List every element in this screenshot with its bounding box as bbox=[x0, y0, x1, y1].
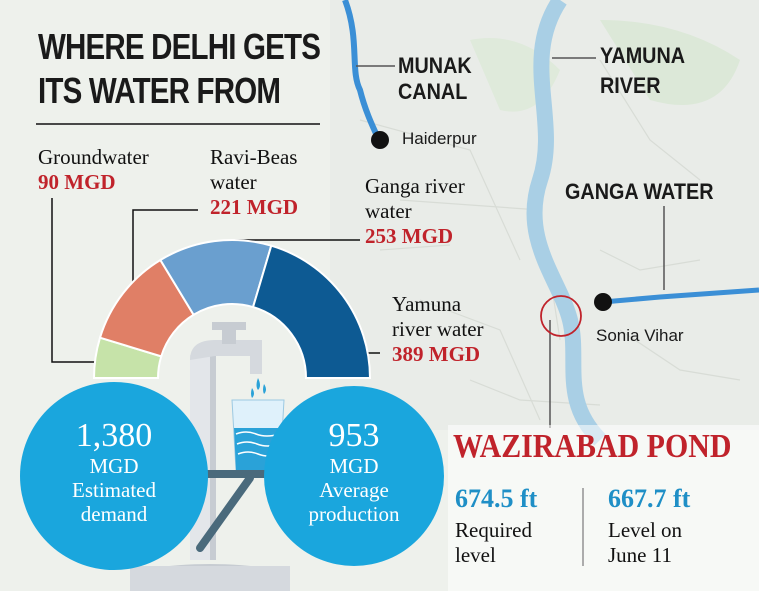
gauge-segment-yamuna bbox=[251, 244, 372, 379]
yamuna-label-2: river water bbox=[392, 317, 484, 341]
yamuna-label: Yamuna bbox=[392, 292, 462, 316]
required-level-label: Required bbox=[455, 518, 532, 542]
tap-shelf bbox=[182, 470, 332, 552]
production-line1: Average bbox=[319, 478, 389, 502]
demand-text: 1,380 MGD Estimated demand bbox=[20, 417, 208, 527]
production-number: 953 bbox=[328, 417, 380, 454]
ganga-value: 253 MGD bbox=[365, 224, 454, 248]
ganga-water-label: GANGA WATER bbox=[565, 179, 714, 204]
production-circle bbox=[264, 386, 444, 566]
leader-lines bbox=[356, 57, 665, 428]
ganga-water-channel bbox=[602, 287, 759, 305]
wazirabad-marker bbox=[540, 295, 582, 337]
haiderpur-label: Haiderpur bbox=[402, 129, 477, 148]
yamuna-river bbox=[526, 0, 606, 446]
munak-canal-label-2: CANAL bbox=[398, 79, 468, 104]
current-level-value: 667.7 ft bbox=[608, 484, 691, 513]
sonia-vihar-label: Sonia Vihar bbox=[596, 326, 684, 345]
production-line2: production bbox=[308, 502, 400, 526]
current-level-label: Level on bbox=[608, 518, 683, 542]
production-text: 953 MGD Average production bbox=[264, 417, 444, 527]
ravi-beas-value: 221 MGD bbox=[210, 195, 299, 219]
yamuna-river-label-2: RIVER bbox=[600, 73, 661, 98]
page-title-line1: WHERE DELHI GETS bbox=[38, 26, 321, 67]
demand-line1: Estimated bbox=[72, 478, 156, 502]
demand-circle bbox=[20, 382, 208, 570]
munak-canal bbox=[342, 0, 381, 140]
groundwater-value: 90 MGD bbox=[38, 170, 116, 194]
production-unit: MGD bbox=[329, 454, 379, 478]
ravi-beas-label: Ravi-Beas bbox=[210, 145, 298, 169]
groundwater-label: Groundwater bbox=[38, 145, 149, 169]
haiderpur-dot bbox=[371, 131, 389, 149]
pond-panel bbox=[448, 425, 759, 591]
required-level-value: 674.5 ft bbox=[455, 484, 538, 513]
ganga-label-2: water bbox=[365, 199, 412, 223]
demand-line2: demand bbox=[80, 502, 148, 526]
page-title-line2: ITS WATER FROM bbox=[38, 70, 281, 111]
sonia-vihar-dot bbox=[594, 293, 612, 311]
current-level-label-2: June 11 bbox=[608, 543, 672, 567]
munak-canal-label: MUNAK bbox=[398, 53, 472, 78]
water-sources-gauge bbox=[92, 239, 372, 379]
map-green-area bbox=[600, 20, 740, 105]
demand-unit: MGD bbox=[89, 454, 139, 478]
ganga-label: Ganga river bbox=[365, 174, 465, 198]
yamuna-river-label: YAMUNA bbox=[600, 43, 686, 68]
required-level-label-2: level bbox=[455, 543, 496, 567]
ravi-beas-label-2: water bbox=[210, 170, 257, 194]
demand-number: 1,380 bbox=[75, 417, 153, 454]
wazirabad-title: WAZIRABAD POND bbox=[453, 428, 732, 465]
yamuna-value: 389 MGD bbox=[392, 342, 481, 366]
